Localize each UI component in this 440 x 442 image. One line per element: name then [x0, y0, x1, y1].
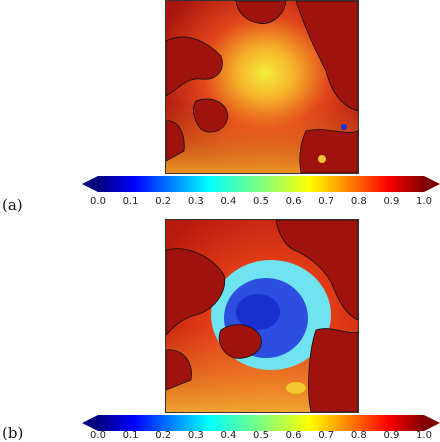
landmass — [166, 349, 192, 391]
panel-label-a: (a) — [2, 196, 23, 214]
colorbar-tick-label: 1.0 — [416, 196, 432, 207]
colorbar-tick-label: 0.4 — [220, 430, 237, 441]
colorbar-tick-label: 0.8 — [350, 430, 367, 441]
map-b-field — [166, 220, 358, 412]
colorbar-tick-label: 0.5 — [253, 196, 269, 207]
colorbar-tick-label: 0.3 — [187, 196, 204, 207]
colorbar-tick-label: 0.2 — [155, 430, 172, 441]
landmass — [295, 1, 358, 112]
colorbar-tick-label: 0.1 — [122, 430, 139, 441]
landmass — [193, 98, 229, 133]
landmass — [166, 248, 226, 336]
colorbar-tick-label: 0.7 — [318, 196, 335, 207]
landmass — [275, 220, 358, 321]
landmass — [235, 1, 287, 24]
colorbar-tick-label: 0.1 — [122, 196, 139, 207]
colorbar-tick-label: 0.0 — [90, 196, 106, 207]
colorbar-tick-label: 0.6 — [285, 430, 302, 441]
colorbar-b — [82, 415, 440, 431]
map-panel-a — [165, 0, 359, 174]
landmass — [299, 129, 358, 173]
colorbar-tick-label: 0.5 — [253, 430, 269, 441]
map-a-field — [166, 1, 358, 173]
colorbar-tick-label: 0.9 — [383, 430, 400, 441]
colorbar-tick-label: 0.4 — [220, 196, 237, 207]
colorbar-tick-label: 0.2 — [155, 196, 172, 207]
colorbar-tick-label: 0.7 — [318, 430, 335, 441]
colorbar-tick-label: 0.8 — [350, 196, 367, 207]
colorbar-a — [82, 176, 440, 192]
landmass — [308, 328, 358, 412]
map-panel-b — [165, 219, 359, 413]
colorbar-tick-label: 0.3 — [187, 430, 204, 441]
colorbar-tick-label: 0.6 — [285, 196, 302, 207]
landmass — [166, 120, 185, 162]
panel-label-b: (b) — [2, 424, 24, 442]
landmass — [218, 324, 262, 359]
colorbar-tick-label: 1.0 — [416, 430, 432, 441]
colorbar-tick-label: 0.9 — [383, 196, 400, 207]
colorbar-tick-label: 0.0 — [90, 430, 106, 441]
landmass — [166, 36, 223, 97]
